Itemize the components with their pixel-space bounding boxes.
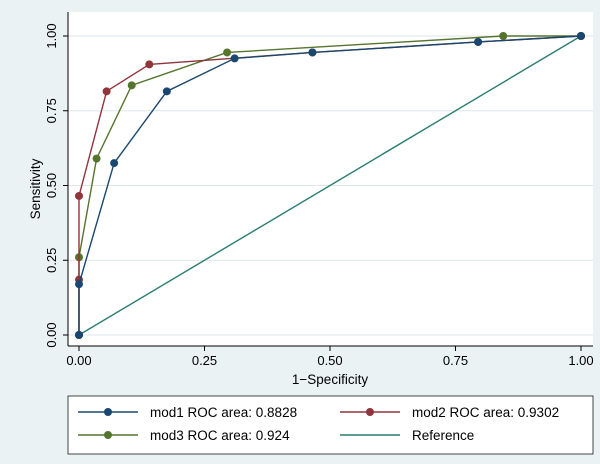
x-axis-title: 1−Specificity — [292, 372, 368, 387]
legend-swatch-marker-1 — [104, 408, 112, 416]
x-tick-label: 0.75 — [443, 353, 468, 368]
series-2-point — [75, 191, 83, 200]
legend-label-3: mod3 ROC area: 0.924 — [150, 428, 290, 443]
x-tick-label: 0.50 — [317, 353, 342, 368]
legend-label-2: mod2 ROC area: 0.9302 — [412, 405, 559, 420]
series-2-point — [102, 87, 111, 96]
series-3-point — [92, 154, 101, 163]
legend-swatch-marker-3 — [104, 431, 112, 439]
y-tick-label: 0.50 — [44, 173, 59, 198]
series-3-point — [499, 32, 508, 40]
series-line-1 — [78, 35, 582, 335]
y-axis-title: Sensitivity — [28, 158, 43, 219]
series-3-point — [127, 81, 136, 90]
y-tick-label: 0.75 — [44, 98, 59, 123]
legend-box — [67, 395, 594, 455]
y-tick-label: 1.00 — [44, 23, 59, 48]
y-tick-label: 0.25 — [44, 248, 59, 273]
y-tick-label: 0.00 — [44, 322, 59, 347]
legend-swatch-marker-2 — [366, 408, 374, 416]
legend-label-4: Reference — [412, 428, 474, 443]
series-1-point — [75, 280, 83, 289]
series-layer — [75, 32, 585, 339]
legend: mod1 ROC area: 0.8828 mod2 ROC area: 0.93… — [78, 405, 559, 443]
x-tick-label: 1.00 — [568, 353, 593, 368]
series-1-point — [577, 32, 585, 40]
axes: 0.00 0.25 0.50 0.75 1.00 0.00 0.25 0.50 0.75 1.00 — [44, 12, 594, 368]
series-1-point — [308, 48, 317, 57]
series-1-point — [75, 331, 83, 339]
x-tick-label: 0.25 — [192, 353, 217, 368]
series-1-point — [474, 37, 483, 46]
series-3-point — [223, 48, 232, 57]
series-1-point — [162, 87, 171, 96]
x-tick-label: 0.00 — [66, 353, 91, 368]
legend-label-1: mod1 ROC area: 0.8828 — [150, 405, 297, 420]
series-line-4 — [78, 35, 582, 336]
plot-area — [68, 12, 593, 346]
series-1-point — [230, 54, 239, 63]
series-2-point — [145, 60, 154, 69]
series-1-point — [110, 159, 119, 168]
